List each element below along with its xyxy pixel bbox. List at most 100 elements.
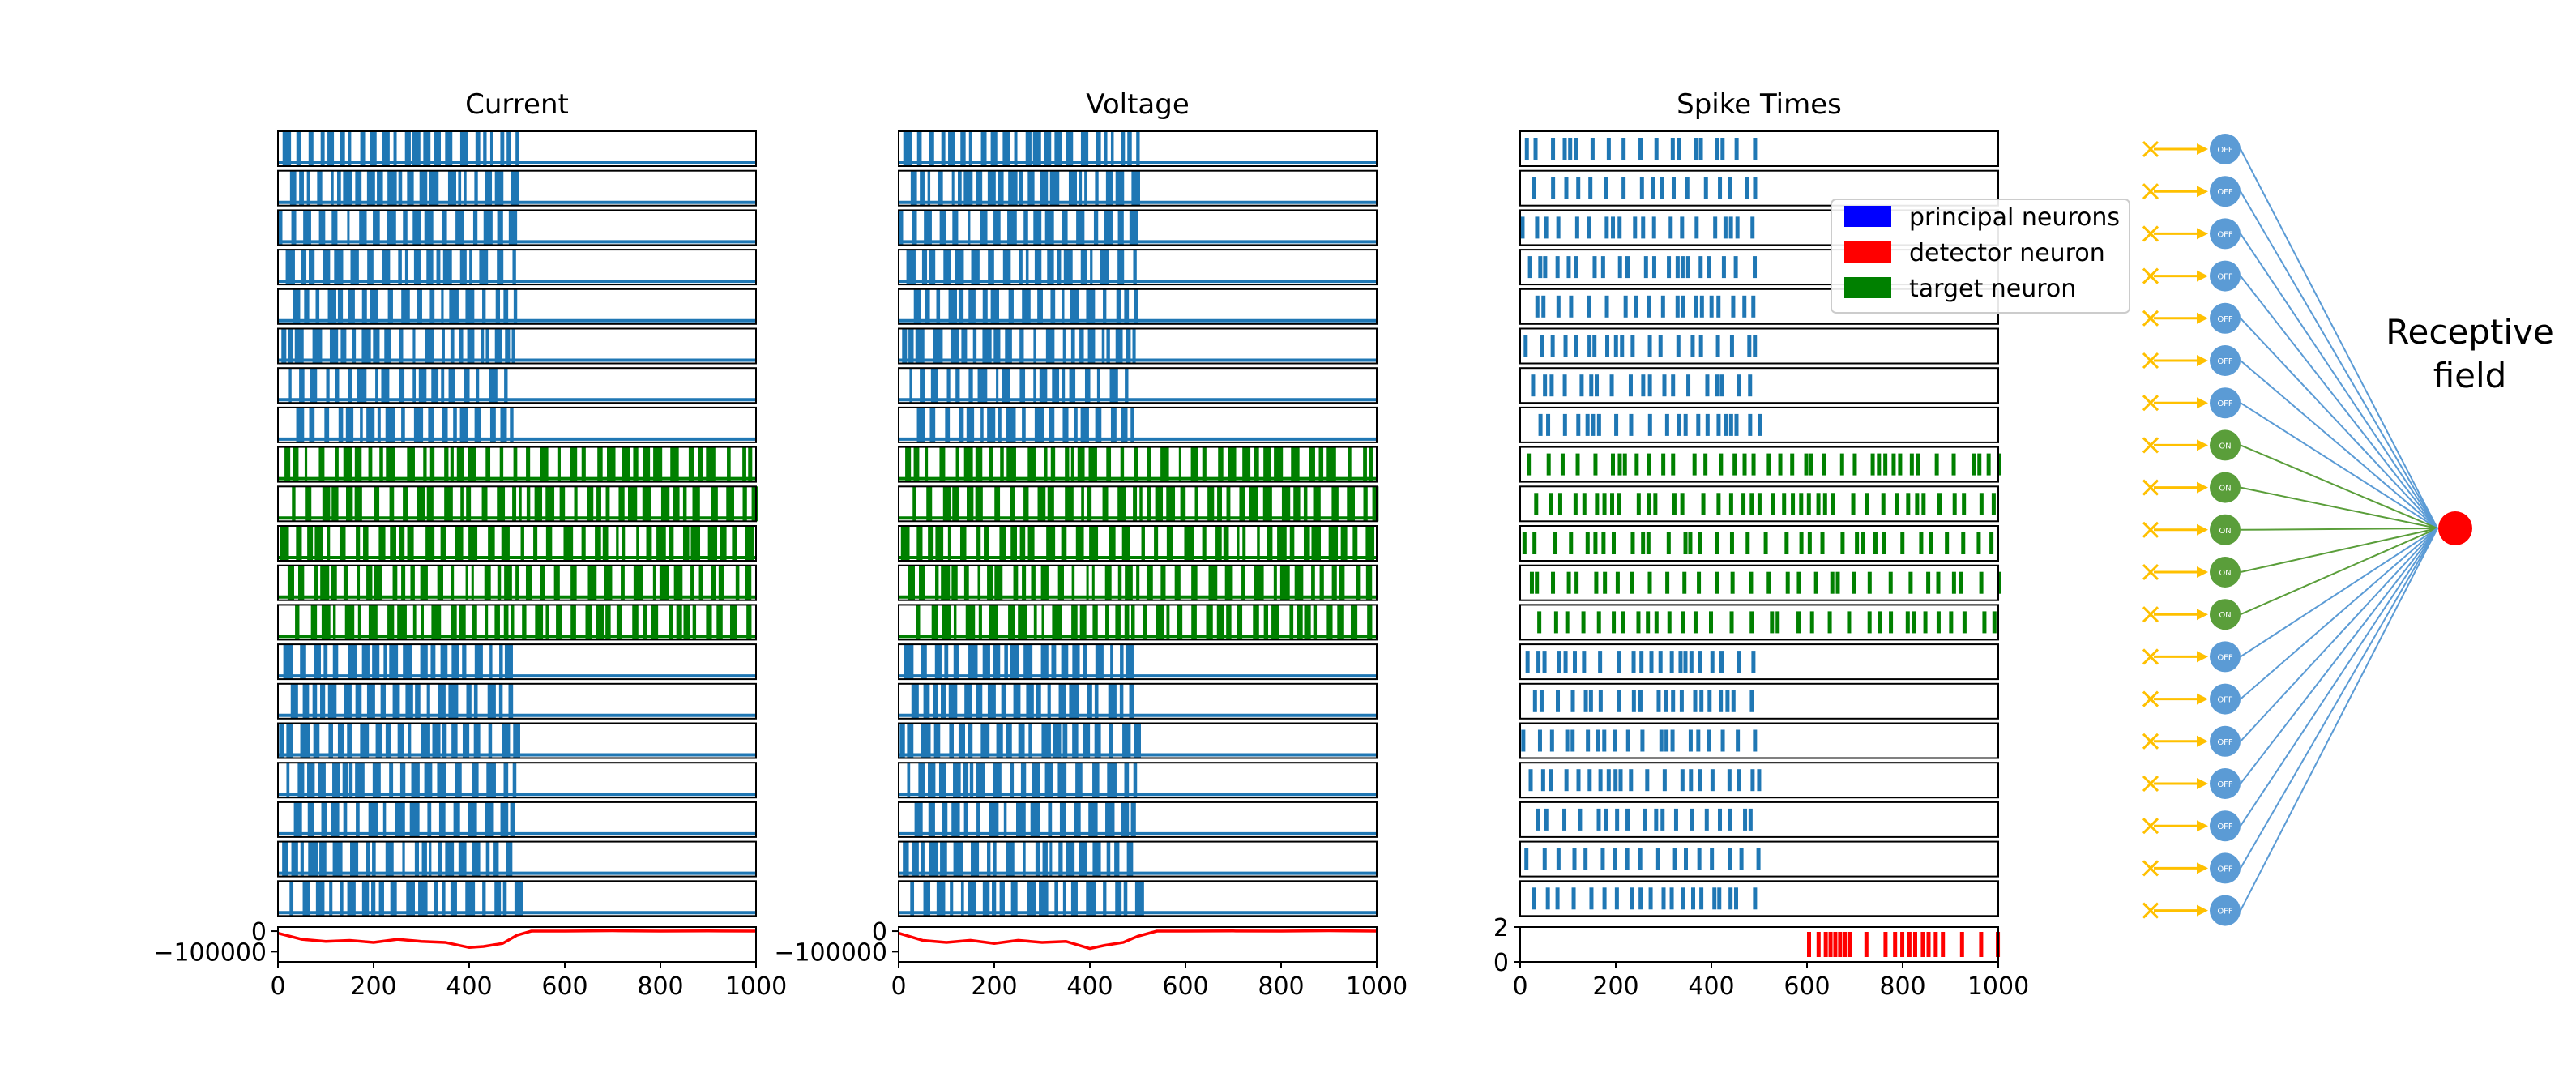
spike-mark <box>1683 532 1688 554</box>
neuron-row <box>277 367 757 404</box>
activity-bar <box>1027 881 1036 916</box>
activity-bar <box>301 250 307 285</box>
spike-mark <box>1716 295 1721 318</box>
activity-bar <box>513 288 518 324</box>
activity-bar <box>442 328 445 364</box>
spike-mark <box>1614 413 1619 436</box>
spike-mark <box>1737 374 1741 397</box>
activity-bar <box>545 605 549 640</box>
spike-mark <box>1806 493 1811 515</box>
activity-bar <box>355 170 362 206</box>
activity-bar <box>632 605 639 640</box>
activity-bar <box>1117 210 1124 246</box>
activity-bar <box>633 446 639 482</box>
activity-bar <box>421 723 430 758</box>
activity-bar <box>920 170 925 206</box>
rf-node-label: OFF <box>2217 780 2233 789</box>
activity-bar <box>968 131 972 166</box>
rf-node <box>2210 260 2241 292</box>
activity-bar <box>414 841 420 877</box>
activity-bar <box>688 446 694 482</box>
activity-bar <box>468 801 477 837</box>
spike-mark <box>1977 453 1982 476</box>
spike-mark <box>1535 295 1540 318</box>
spike-mark <box>1898 453 1903 476</box>
detector-trace <box>898 929 1378 951</box>
row-frame <box>277 801 757 838</box>
activity-bar <box>980 210 988 246</box>
activity-bar <box>1363 446 1367 482</box>
spike-mark <box>1639 177 1644 199</box>
rf-unit: OFF <box>2142 528 2438 757</box>
arrowhead-icon <box>2197 143 2208 155</box>
spike-mark <box>1699 887 1704 910</box>
activity-bar <box>426 683 430 719</box>
spike-mark <box>1784 532 1789 554</box>
activity-bar <box>1228 446 1237 482</box>
activity-bar <box>1274 446 1284 482</box>
activity-bar <box>468 526 478 561</box>
spike-mark <box>1717 887 1722 910</box>
activity-bar <box>425 526 435 561</box>
row-frame <box>277 485 757 523</box>
spike-mark <box>1563 651 1568 673</box>
input-cross-icon <box>2142 395 2159 412</box>
arrowhead-icon <box>2197 693 2208 705</box>
spike-mark <box>1532 690 1537 712</box>
neuron-row <box>898 880 1378 917</box>
legend-label: principal neurons <box>1909 203 2120 232</box>
activity-bar <box>458 841 467 877</box>
activity-bar <box>339 526 346 561</box>
spike-mark <box>1753 177 1758 199</box>
spike-mark <box>1962 611 1967 634</box>
activity-bar <box>451 644 459 680</box>
spike-mark <box>1865 493 1869 515</box>
activity-bar <box>291 210 297 246</box>
spike-mark <box>1670 138 1675 160</box>
activity-bar <box>1071 565 1075 600</box>
activity-bar <box>1309 446 1315 482</box>
activity-bar <box>742 446 746 482</box>
activity-bar <box>1050 288 1056 324</box>
spike-mark <box>1600 848 1605 870</box>
activity-bar <box>1075 763 1083 798</box>
activity-bar <box>511 328 515 364</box>
spike-mark <box>1574 256 1578 279</box>
activity-bar <box>476 368 480 404</box>
rf-unit: OFF <box>2142 528 2438 799</box>
activity-bar <box>1062 723 1068 758</box>
activity-bar <box>1226 605 1232 640</box>
neuron-row <box>1519 525 1999 562</box>
detector-spike <box>1883 932 1888 957</box>
arrowhead-icon <box>2197 904 2208 916</box>
spike-mark <box>1908 571 1913 594</box>
spike-mark <box>1683 413 1688 436</box>
spike-mark <box>1763 532 1768 554</box>
activity-bar <box>497 210 503 246</box>
rf-connection <box>2240 318 2438 529</box>
y-tick-label: 0 <box>1493 949 1509 977</box>
activity-bar <box>1066 841 1075 877</box>
neuron-row <box>1519 130 1999 167</box>
activity-bar <box>467 328 475 364</box>
activity-bar <box>389 763 394 798</box>
activity-bar <box>903 131 912 166</box>
spike-mark <box>1569 532 1574 554</box>
activity-bar <box>1014 131 1018 166</box>
activity-bar <box>1044 763 1053 798</box>
spike-mark <box>1697 848 1702 870</box>
activity-bar <box>966 407 975 442</box>
activity-bar <box>1036 683 1041 719</box>
activity-bar <box>296 407 305 442</box>
activity-bar <box>469 250 472 285</box>
spike-mark <box>1574 335 1578 357</box>
activity-bar <box>919 565 925 600</box>
activity-bar <box>512 250 516 285</box>
activity-bar <box>660 486 670 522</box>
activity-bar <box>511 170 519 206</box>
activity-bar <box>357 368 367 404</box>
activity-bar <box>1337 605 1344 640</box>
activity-bar <box>327 288 336 324</box>
activity-bar <box>511 605 515 640</box>
activity-bar <box>431 368 439 404</box>
